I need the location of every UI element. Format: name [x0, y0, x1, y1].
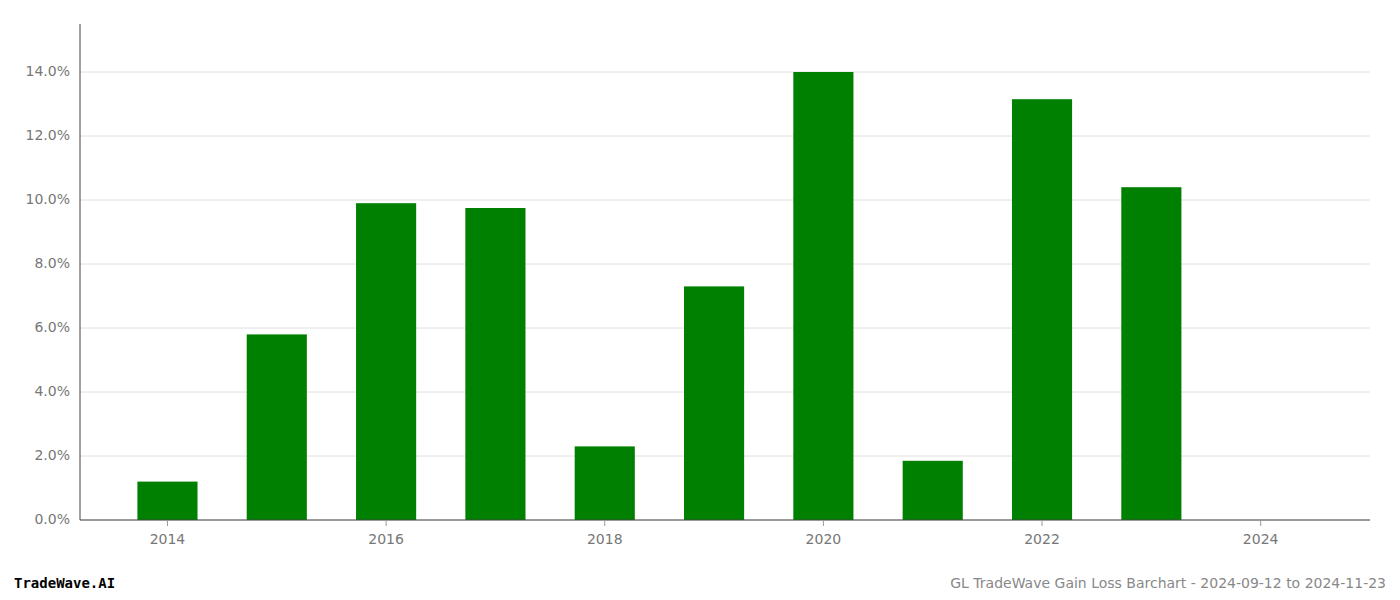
bar [1012, 99, 1072, 520]
page: {"chart_data": {"type": "bar", "x": [201… [0, 0, 1400, 600]
y-tick-label: 12.0% [26, 127, 70, 143]
x-tick [604, 520, 605, 526]
y-tick-label: 0.0% [34, 511, 70, 527]
x-tick [386, 520, 387, 526]
y-axis-line [80, 24, 81, 520]
bar [247, 334, 307, 520]
x-tick-label: 2022 [1024, 531, 1060, 547]
bars [137, 72, 1181, 520]
bar [793, 72, 853, 520]
x-axis-line [80, 520, 1370, 521]
y-tick-label: 6.0% [34, 319, 70, 335]
y-tick-label: 8.0% [34, 255, 70, 271]
bar [465, 208, 525, 520]
grid-line [80, 136, 1370, 137]
y-tick-label: 14.0% [26, 63, 70, 79]
bar [356, 203, 416, 520]
x-tick-label: 2016 [368, 531, 404, 547]
x-tick-label: 2024 [1243, 531, 1279, 547]
x-tick-label: 2018 [587, 531, 623, 547]
bar [1121, 187, 1181, 520]
grid-line [80, 520, 1370, 521]
y-tick-labels: 0.0% 2.0% 4.0% 6.0% 8.0% 10.0% 12.0% 14.0% [26, 63, 70, 527]
x-tick [167, 520, 168, 526]
x-tick [1260, 520, 1261, 526]
x-tick-label: 2020 [806, 531, 842, 547]
y-tick-label: 10.0% [26, 191, 70, 207]
footer-right: GL TradeWave Gain Loss Barchart - 2024-0… [950, 575, 1386, 591]
x-tick-label: 2014 [150, 531, 186, 547]
grid-line [80, 72, 1370, 73]
bar [137, 482, 197, 520]
y-grid [80, 72, 1370, 520]
footer-left: TradeWave.AI [14, 575, 115, 591]
x-tick [1042, 520, 1043, 526]
bar [684, 286, 744, 520]
x-tick [823, 520, 824, 526]
bar [903, 461, 963, 520]
y-tick-label: 2.0% [34, 447, 70, 463]
background [0, 0, 1400, 600]
bar [575, 446, 635, 520]
x-ticks: 2014 2016 2018 2020 2022 2024 [150, 520, 1279, 547]
chart: 0.0%2.0%4.0%6.0%8.0%10.0%12.0%14.0%20142… [0, 0, 1400, 600]
y-tick-label: 4.0% [34, 383, 70, 399]
axes [80, 24, 1370, 520]
